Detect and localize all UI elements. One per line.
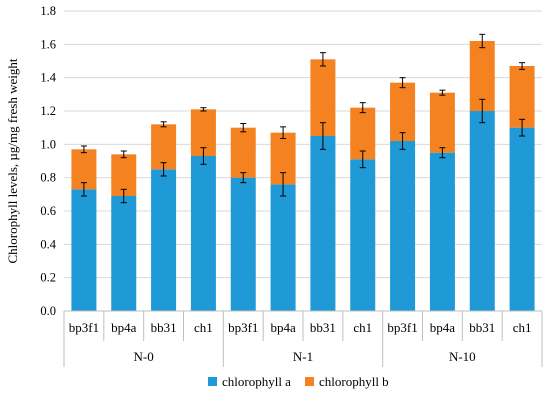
y-tick-label: 0.6	[40, 204, 56, 218]
legend-swatch	[305, 377, 314, 386]
error-bar-chlorophyll-b	[519, 62, 526, 70]
error-bar-chlorophyll-b	[439, 89, 446, 96]
bar-chlorophyll-b	[230, 127, 256, 178]
bar-chlorophyll-a	[310, 136, 336, 311]
y-tick-label: 1.8	[40, 4, 56, 18]
error-bar-chlorophyll-a	[280, 172, 287, 197]
legend: chlorophyll a chlorophyll b	[208, 374, 389, 389]
x-category-label: ch1	[194, 320, 213, 335]
error-bar-chlorophyll-a	[519, 118, 526, 137]
x-category-label: ch1	[513, 320, 532, 335]
x-category-label: bp3f1	[69, 320, 99, 335]
bar-chlorophyll-a	[390, 141, 416, 311]
x-category-label: bb31	[151, 320, 177, 335]
y-tick-label: 0.2	[40, 271, 56, 285]
error-bar-chlorophyll-b	[80, 145, 87, 154]
error-bar-chlorophyll-b	[399, 77, 406, 89]
bar-chlorophyll-a	[270, 184, 296, 311]
bar-chlorophyll-b	[509, 66, 535, 128]
x-group-label: N-1	[293, 349, 313, 364]
error-bar-chlorophyll-a	[359, 150, 366, 169]
error-bar-chlorophyll-b	[359, 102, 366, 114]
x-category-label: bb31	[310, 320, 336, 335]
x-category-label: bb31	[469, 320, 495, 335]
error-bar-chlorophyll-a	[120, 188, 127, 204]
x-category-label: bp3f1	[228, 320, 258, 335]
bar-chlorophyll-b	[151, 124, 177, 170]
bar-chlorophyll-a	[151, 169, 177, 311]
error-bar-chlorophyll-b	[280, 126, 287, 139]
y-tick-label: 1.0	[40, 137, 56, 151]
y-tick-label: 1.6	[40, 37, 56, 51]
error-bar-chlorophyll-a	[240, 172, 247, 184]
error-bar-chlorophyll-a	[160, 162, 167, 177]
error-bar-chlorophyll-b	[240, 123, 247, 133]
bar-chlorophyll-a	[71, 189, 97, 311]
error-bar-chlorophyll-a	[439, 147, 446, 159]
x-group-label: N-10	[449, 349, 476, 364]
error-bar-chlorophyll-a	[399, 132, 406, 150]
error-bar-chlorophyll-b	[160, 121, 167, 128]
bar-chlorophyll-b	[429, 92, 455, 153]
error-bar-chlorophyll-b	[200, 107, 207, 112]
y-axis-ticks: 0.0 0.2 0.4 0.6 0.8 1.0 1.2 1.4 1.6 1.8	[40, 4, 56, 318]
y-tick-label: 1.4	[40, 71, 56, 85]
bar-chlorophyll-a	[469, 111, 495, 311]
x-category-label: bp3f1	[387, 320, 417, 335]
gridlines	[64, 10, 542, 279]
error-bar-chlorophyll-b	[479, 33, 486, 49]
y-tick-label: 1.2	[40, 104, 56, 118]
bar-chlorophyll-a	[350, 159, 376, 311]
bar-chlorophyll-b	[390, 82, 416, 141]
x-category-label: ch1	[353, 320, 372, 335]
legend-label: chlorophyll b	[319, 374, 389, 389]
x-axis: bp3f1 bp4a bb31 ch1 bp3f1 bp4a bb31 ch1 bp3f1 bp4…	[63, 310, 543, 367]
x-category-label: bp4a	[430, 320, 456, 335]
y-axis-label: Chlorophyll levels, µg/mg fresh weight	[5, 58, 20, 263]
legend-item: chlorophyll a	[208, 374, 291, 389]
bar-chlorophyll-a	[190, 156, 216, 311]
error-bar-chlorophyll-b	[319, 52, 326, 67]
legend-swatch	[208, 377, 217, 386]
error-bar-chlorophyll-a	[319, 122, 326, 150]
error-bar-chlorophyll-a	[479, 98, 486, 124]
error-bars	[80, 33, 526, 204]
error-bar-chlorophyll-b	[120, 150, 127, 159]
error-bar-chlorophyll-a	[200, 147, 207, 165]
x-category-label: bp4a	[111, 320, 137, 335]
y-tick-label: 0.4	[40, 237, 56, 251]
bars	[71, 41, 535, 312]
error-bar-chlorophyll-a	[80, 182, 87, 197]
bar-chlorophyll-a	[230, 177, 256, 311]
legend-item: chlorophyll b	[305, 374, 389, 389]
bar-chlorophyll-a	[111, 196, 137, 311]
x-category-label: bp4a	[270, 320, 296, 335]
x-group-label: N-0	[134, 349, 154, 364]
y-tick-label: 0.0	[40, 304, 56, 318]
bar-chlorophyll-a	[429, 152, 455, 311]
y-tick-label: 0.8	[40, 171, 56, 185]
bar-chlorophyll-a	[509, 127, 535, 312]
legend-label: chlorophyll a	[222, 374, 291, 389]
